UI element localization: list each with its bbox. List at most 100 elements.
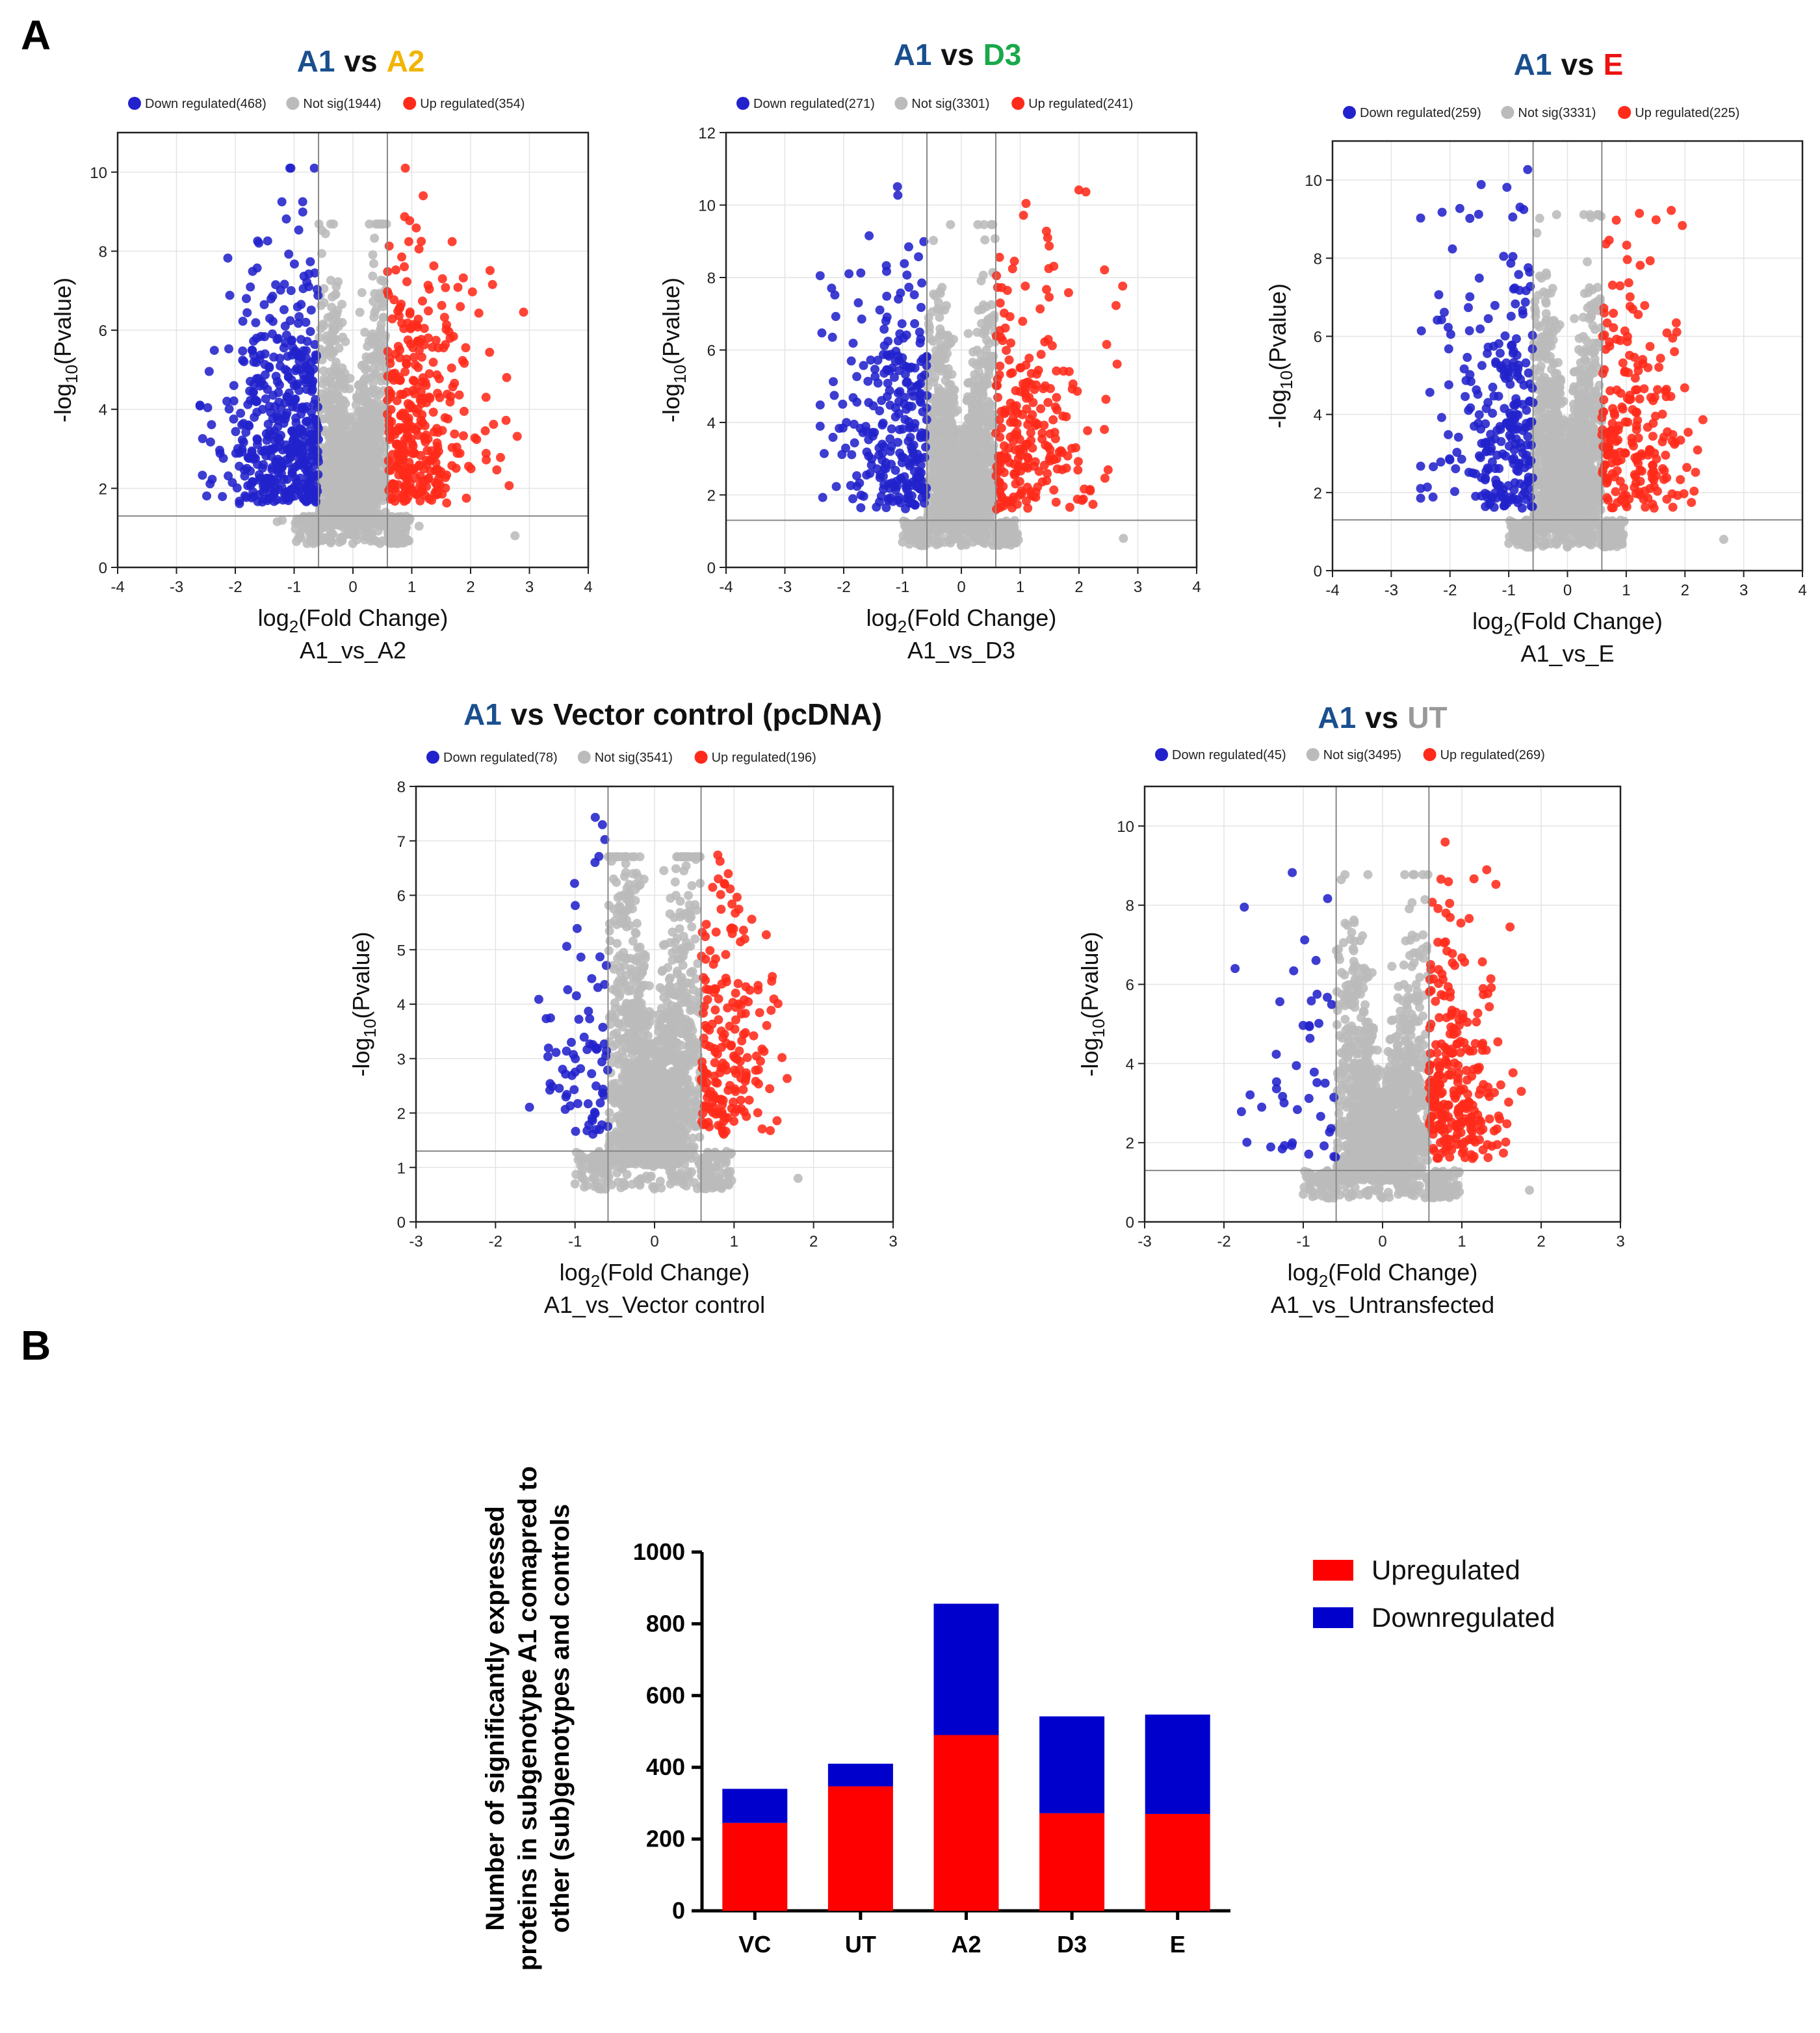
point-down xyxy=(838,423,848,433)
point-up xyxy=(405,216,415,226)
point-down xyxy=(246,282,255,292)
point-not-sig xyxy=(332,418,342,428)
point-not-sig xyxy=(363,341,372,351)
point-not-sig xyxy=(360,413,370,423)
point-down xyxy=(276,285,285,295)
point-up xyxy=(429,261,439,271)
point-up xyxy=(417,237,426,246)
point-up xyxy=(1050,402,1060,412)
title-part-a1: A1 xyxy=(297,44,335,78)
point-not-sig xyxy=(965,469,975,479)
point-down xyxy=(841,443,850,453)
point-not-sig xyxy=(932,498,942,508)
point-not-sig xyxy=(327,302,337,312)
point-up xyxy=(403,335,413,345)
point-up xyxy=(496,452,505,462)
point-not-sig xyxy=(963,378,973,388)
point-up xyxy=(398,390,408,400)
point-up xyxy=(437,301,447,310)
point-up xyxy=(472,435,482,445)
point-up xyxy=(1102,340,1112,349)
point-not-sig xyxy=(1119,534,1128,543)
point-down xyxy=(914,252,924,262)
point-down xyxy=(247,345,257,355)
point-not-sig xyxy=(328,409,338,418)
point-up xyxy=(437,489,447,499)
point-down xyxy=(269,352,279,362)
point-not-sig xyxy=(989,314,999,324)
x-axis-label: log2(Fold Change) xyxy=(258,604,448,636)
y-tick-label: 10 xyxy=(90,164,107,182)
point-not-sig xyxy=(354,380,364,389)
y-axis-label: -log10(Pvalue) xyxy=(49,278,81,422)
point-down xyxy=(898,353,907,363)
point-down xyxy=(252,408,262,417)
point-not-sig xyxy=(946,395,956,405)
point-not-sig xyxy=(341,337,350,346)
legend-label-up: Up regulated(241) xyxy=(1028,97,1133,111)
point-not-sig xyxy=(368,271,378,281)
point-up xyxy=(419,191,428,201)
point-up xyxy=(422,460,432,470)
point-not-sig xyxy=(1011,529,1020,539)
point-not-sig xyxy=(338,445,348,454)
point-down xyxy=(253,236,263,246)
point-down xyxy=(895,387,905,396)
point-not-sig xyxy=(326,219,335,229)
point-down xyxy=(848,339,858,348)
point-down xyxy=(286,286,296,296)
point-not-sig xyxy=(362,442,372,452)
point-up xyxy=(402,277,411,287)
point-down xyxy=(910,363,920,373)
point-up xyxy=(1100,424,1110,434)
point-down xyxy=(292,302,302,312)
point-down xyxy=(904,242,913,252)
point-not-sig xyxy=(920,522,930,532)
point-down xyxy=(829,377,838,387)
point-down xyxy=(831,311,840,321)
point-up xyxy=(445,397,455,407)
point-up xyxy=(432,370,442,380)
point-up xyxy=(1030,421,1040,430)
point-not-sig xyxy=(931,508,941,518)
point-not-sig xyxy=(974,387,983,397)
point-up xyxy=(392,439,402,449)
point-up xyxy=(415,337,425,347)
point-down xyxy=(846,481,855,490)
point-up xyxy=(394,454,404,463)
point-not-sig xyxy=(976,445,986,455)
point-up xyxy=(406,324,415,333)
point-up xyxy=(1043,335,1053,344)
x-tick-label: 0 xyxy=(348,578,357,596)
legend-label-up: Up regulated(354) xyxy=(420,97,525,111)
point-not-sig xyxy=(372,476,382,486)
point-up xyxy=(1020,281,1030,291)
point-down xyxy=(829,391,839,400)
point-not-sig xyxy=(318,516,328,526)
point-not-sig xyxy=(374,363,384,372)
point-not-sig xyxy=(946,220,956,229)
point-down xyxy=(195,401,205,411)
point-not-sig xyxy=(328,371,337,381)
point-not-sig xyxy=(337,463,346,473)
point-not-sig xyxy=(359,396,369,406)
point-up xyxy=(1061,463,1071,473)
point-not-sig xyxy=(956,539,966,549)
point-up xyxy=(432,465,442,474)
point-up xyxy=(502,372,512,382)
point-up xyxy=(390,430,400,439)
point-up xyxy=(1022,482,1032,492)
point-not-sig xyxy=(365,450,375,460)
point-not-sig xyxy=(278,515,287,525)
point-down xyxy=(280,489,289,499)
point-up xyxy=(410,389,419,398)
point-down xyxy=(285,316,295,326)
points xyxy=(195,163,528,549)
point-up xyxy=(995,361,1005,371)
point-not-sig xyxy=(992,533,1002,542)
point-up xyxy=(1073,465,1083,475)
point-down xyxy=(831,482,841,491)
point-up xyxy=(1037,477,1047,487)
point-down xyxy=(878,448,887,458)
point-up xyxy=(512,432,522,441)
